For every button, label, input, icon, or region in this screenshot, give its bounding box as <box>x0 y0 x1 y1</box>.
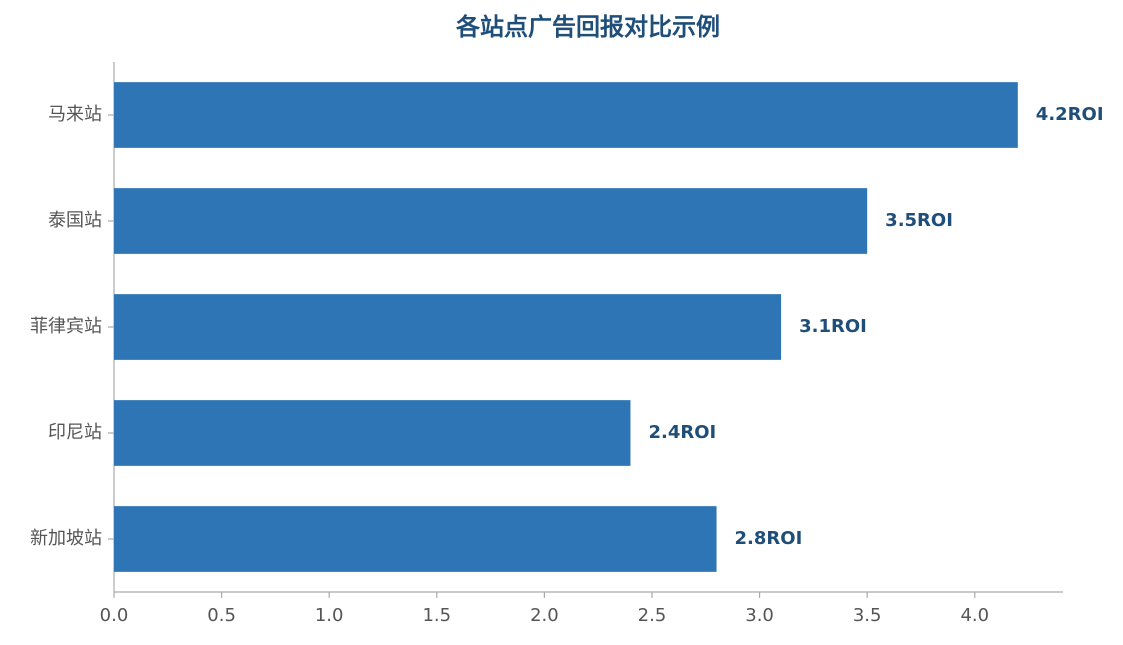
value-label: 2.8ROI <box>735 528 803 549</box>
x-tick-label: 1.5 <box>422 605 451 626</box>
y-tick-label: 马来站 <box>48 104 102 125</box>
chart-title: 各站点广告回报对比示例 <box>455 13 720 41</box>
x-tick-label: 0.5 <box>207 605 236 626</box>
x-tick-label: 2.5 <box>638 605 667 626</box>
value-label: 2.4ROI <box>648 422 716 443</box>
bar <box>114 506 717 572</box>
y-tick-label: 印尼站 <box>48 422 102 443</box>
x-tick-label: 2.0 <box>530 605 559 626</box>
bar <box>114 82 1018 148</box>
x-tick-label: 3.5 <box>853 605 882 626</box>
bar <box>114 294 782 360</box>
bar <box>114 188 868 254</box>
x-tick-label: 0.0 <box>100 605 129 626</box>
bar <box>114 400 631 466</box>
y-tick-label: 新加坡站 <box>30 528 102 549</box>
y-tick-label: 泰国站 <box>48 210 102 231</box>
x-tick-label: 1.0 <box>315 605 344 626</box>
value-label: 4.2ROI <box>1036 104 1104 125</box>
x-tick-label: 4.0 <box>960 605 989 626</box>
value-label: 3.5ROI <box>885 210 953 231</box>
y-tick-label: 菲律宾站 <box>30 316 102 337</box>
x-tick-label: 3.0 <box>745 605 774 626</box>
value-label: 3.1ROI <box>799 316 867 337</box>
